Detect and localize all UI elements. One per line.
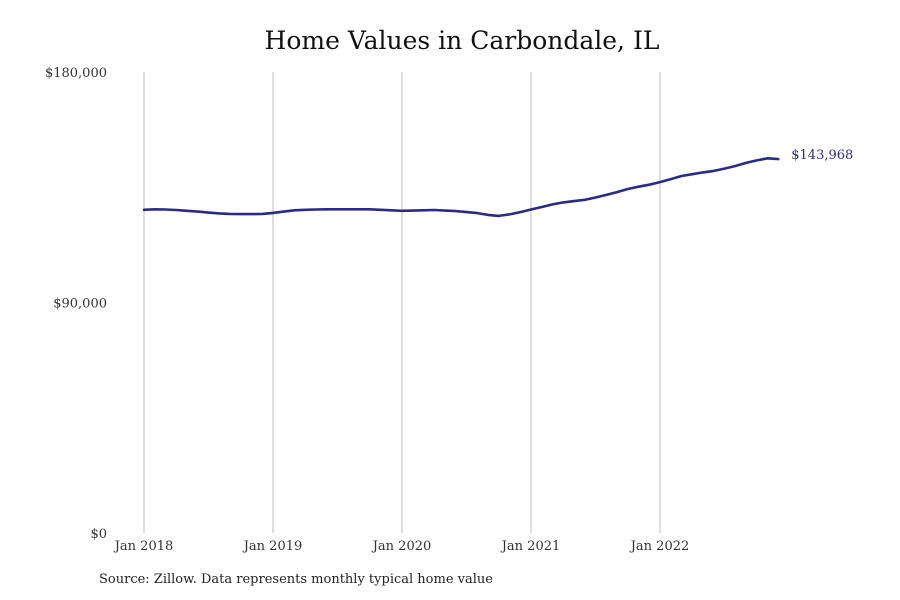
gridlines bbox=[143, 72, 661, 533]
series-layer: $143,968 bbox=[142, 148, 853, 218]
y-tick-label: $90,000 bbox=[53, 297, 107, 312]
end-value-label: $143,968 bbox=[791, 148, 853, 163]
x-axis-ticks: Jan 2018 Jan 2019 Jan 2020 Jan 2021 Jan 2022 bbox=[113, 539, 690, 554]
y-tick-label: $0 bbox=[90, 527, 107, 542]
y-axis-ticks: $0 $90,000 $180,000 bbox=[45, 66, 107, 542]
y-tick-label: $180,000 bbox=[45, 66, 107, 81]
x-tick-label: Jan 2022 bbox=[629, 539, 690, 554]
chart-title: Home Values in Carbondale, IL bbox=[264, 26, 660, 55]
x-tick-label: Jan 2021 bbox=[500, 539, 561, 554]
x-tick-label: Jan 2018 bbox=[113, 539, 174, 554]
x-tick-label: Jan 2019 bbox=[242, 539, 303, 554]
source-note: Source: Zillow. Data represents monthly … bbox=[99, 572, 493, 587]
series-line bbox=[142, 157, 780, 218]
x-tick-label: Jan 2020 bbox=[371, 539, 432, 554]
